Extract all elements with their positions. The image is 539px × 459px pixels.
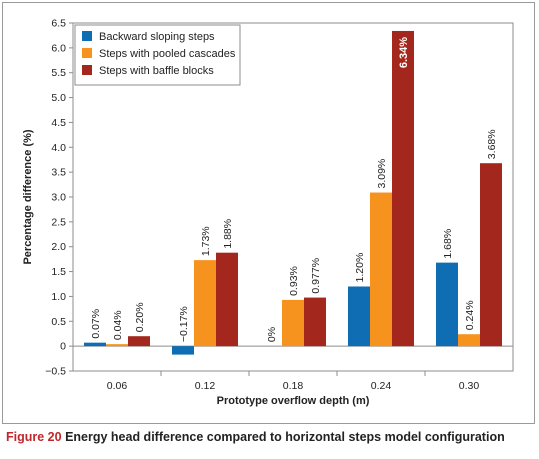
bar <box>84 342 106 347</box>
data-label: 0.977% <box>310 258 322 294</box>
x-axis-title: Prototype overflow depth (m) <box>217 395 370 407</box>
legend-swatch <box>82 65 92 75</box>
data-label: 0.24% <box>464 300 476 330</box>
data-label: 0% <box>266 327 278 342</box>
data-label: 0.93% <box>288 266 300 296</box>
y-tick-label: 6.0 <box>51 42 66 54</box>
bar <box>282 299 304 347</box>
y-tick-label: 2.0 <box>51 241 66 253</box>
y-tick-label: 6.5 <box>51 18 66 30</box>
x-tick-label: 0.18 <box>283 380 304 392</box>
figure-caption-text: Energy head difference compared to horiz… <box>65 430 505 444</box>
x-tick-label: 0.30 <box>459 380 480 392</box>
bar <box>194 260 216 347</box>
x-tick-label: 0.24 <box>371 380 392 392</box>
bar <box>458 334 480 347</box>
y-tick-label: 4.5 <box>51 117 66 129</box>
data-label: −0.17% <box>178 306 190 342</box>
figure-label: Figure 20 <box>6 430 62 444</box>
data-label: 0.20% <box>134 302 146 332</box>
data-label: 1.68% <box>442 229 454 259</box>
data-label: 1.73% <box>200 226 212 256</box>
bar <box>172 346 194 355</box>
legend-swatch <box>82 48 92 58</box>
bar <box>480 163 502 347</box>
y-tick-label: 4.0 <box>51 142 66 154</box>
data-label: 3.68% <box>486 129 498 159</box>
legend <box>74 24 241 86</box>
bar <box>304 297 326 347</box>
data-label: 0.04% <box>112 310 124 340</box>
bar <box>392 30 414 347</box>
legend-swatch <box>82 31 92 41</box>
data-label: 1.88% <box>222 219 234 249</box>
x-tick-label: 0.12 <box>195 380 216 392</box>
x-tick-label: 0.06 <box>107 380 128 392</box>
y-tick-label: 3.5 <box>51 167 66 179</box>
y-axis-title: Percentage difference (%) <box>22 129 34 264</box>
y-tick-label: 2.5 <box>51 216 66 228</box>
bar <box>348 286 370 347</box>
y-tick-label: 3.0 <box>51 192 66 204</box>
data-label: 0.07% <box>90 309 102 339</box>
chart-frame: −0.5 0 0.5 1.0 1.5 2.0 2.5 3.0 3.5 4.0 4.5 5.0 5.5 6.… <box>2 2 535 424</box>
y-tick-label: −0.5 <box>45 366 66 378</box>
bar <box>216 252 238 347</box>
legend-label: Backward sloping steps <box>99 31 215 43</box>
bar <box>128 336 150 347</box>
data-label: 3.09% <box>376 159 388 189</box>
legend-label: Steps with pooled cascades <box>99 48 236 60</box>
bar <box>106 344 128 347</box>
legend-label: Steps with baffle blocks <box>99 65 214 77</box>
y-tick-label: 0.5 <box>51 316 66 328</box>
y-tick-label: 5.0 <box>51 92 66 104</box>
data-label: 1.20% <box>354 253 366 283</box>
y-tick-label: 1.5 <box>51 266 66 278</box>
data-label: 6.34% <box>398 37 410 68</box>
bar <box>370 192 392 347</box>
y-tick-label: 1.0 <box>51 291 66 303</box>
figure-caption: Figure 20 Energy head difference compare… <box>6 430 505 444</box>
bar-chart: −0.5 0 0.5 1.0 1.5 2.0 2.5 3.0 3.5 4.0 4.5 5.0 5.5 6.… <box>22 18 514 407</box>
y-tick-label: 0 <box>60 341 66 353</box>
y-tick-label: 5.5 <box>51 67 66 79</box>
bar <box>436 262 458 347</box>
